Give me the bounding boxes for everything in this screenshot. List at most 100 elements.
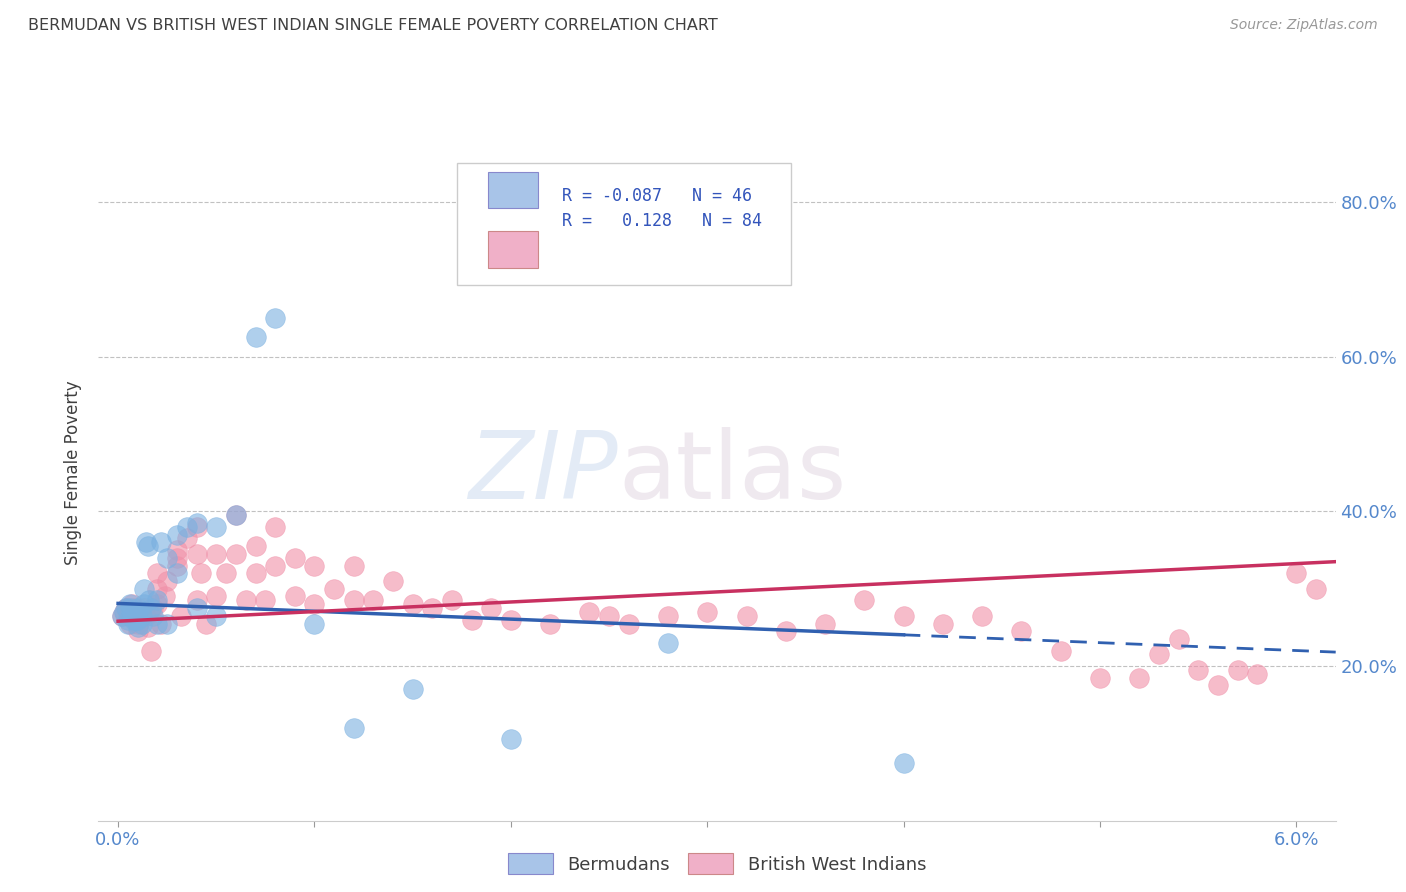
Point	[245, 539, 267, 553]
Point	[135, 608, 157, 623]
Point	[617, 616, 640, 631]
Point	[1011, 624, 1033, 639]
Point	[1128, 671, 1150, 685]
Point	[304, 558, 326, 573]
Point	[245, 330, 267, 344]
Point	[225, 547, 247, 561]
Point	[122, 613, 145, 627]
Text: BERMUDAN VS BRITISH WEST INDIAN SINGLE FEMALE POVERTY CORRELATION CHART: BERMUDAN VS BRITISH WEST INDIAN SINGLE F…	[28, 18, 718, 33]
Point	[131, 608, 153, 623]
Point	[142, 601, 165, 615]
Point	[146, 616, 169, 631]
Point	[205, 590, 228, 604]
Point	[343, 721, 366, 735]
Point	[176, 532, 198, 546]
Point	[363, 593, 385, 607]
Point	[127, 620, 149, 634]
Point	[1167, 632, 1189, 646]
Point	[127, 613, 149, 627]
Point	[112, 605, 135, 619]
Point	[598, 608, 620, 623]
Point	[205, 547, 228, 561]
Point	[132, 601, 155, 615]
Point	[225, 508, 247, 523]
Point	[304, 616, 326, 631]
Point	[1226, 663, 1249, 677]
Point	[186, 547, 208, 561]
Point	[125, 613, 148, 627]
Y-axis label: Single Female Poverty: Single Female Poverty	[65, 381, 83, 565]
Point	[118, 616, 141, 631]
Point	[127, 605, 149, 619]
Point	[264, 558, 287, 573]
Point	[1206, 678, 1229, 692]
Point	[1285, 566, 1308, 581]
Bar	[488, 231, 537, 268]
Text: atlas: atlas	[619, 426, 846, 519]
Point	[166, 566, 188, 581]
Point	[111, 608, 134, 623]
Point	[1088, 671, 1111, 685]
Point	[166, 550, 188, 565]
Point	[117, 608, 139, 623]
Point	[121, 605, 143, 619]
Point	[146, 582, 169, 596]
Point	[538, 616, 561, 631]
Point	[657, 636, 679, 650]
Point	[284, 590, 307, 604]
Point	[117, 613, 139, 627]
Point	[205, 608, 228, 623]
Point	[176, 520, 198, 534]
Point	[420, 601, 443, 615]
Point	[127, 624, 149, 639]
Text: Source: ZipAtlas.com: Source: ZipAtlas.com	[1230, 18, 1378, 32]
Point	[166, 527, 188, 541]
Point	[131, 608, 153, 623]
Point	[1246, 666, 1268, 681]
Point	[150, 616, 173, 631]
Point	[195, 616, 218, 631]
Point	[284, 550, 307, 565]
Point	[343, 558, 366, 573]
Point	[440, 593, 463, 607]
Point	[112, 605, 135, 619]
Point	[304, 597, 326, 611]
Point	[401, 682, 423, 697]
Point	[118, 601, 141, 615]
Text: R =   0.128   N = 84: R = 0.128 N = 84	[562, 212, 762, 230]
Point	[460, 613, 482, 627]
Point	[893, 608, 915, 623]
Point	[117, 616, 139, 631]
Point	[138, 593, 160, 607]
Point	[132, 597, 155, 611]
Point	[245, 566, 267, 581]
Point	[186, 593, 208, 607]
Point	[186, 516, 208, 530]
Point	[578, 605, 600, 619]
Point	[401, 597, 423, 611]
Point	[499, 732, 522, 747]
Point	[153, 590, 176, 604]
Point	[127, 616, 149, 631]
Point	[138, 605, 160, 619]
Point	[225, 508, 247, 523]
Point	[254, 593, 277, 607]
Point	[122, 605, 145, 619]
Point	[235, 593, 257, 607]
Point	[264, 311, 287, 326]
Point	[775, 624, 797, 639]
Text: ZIP: ZIP	[468, 427, 619, 518]
Point	[156, 616, 179, 631]
Point	[1147, 648, 1170, 662]
Point	[146, 566, 169, 581]
Point	[156, 550, 179, 565]
Point	[166, 558, 188, 573]
Point	[190, 566, 212, 581]
Point	[170, 608, 193, 623]
Point	[132, 582, 155, 596]
Text: R = -0.087   N = 46: R = -0.087 N = 46	[562, 187, 752, 205]
Point	[1305, 582, 1327, 596]
Legend: Bermudans, British West Indians: Bermudans, British West Indians	[501, 846, 934, 881]
Point	[382, 574, 405, 588]
FancyBboxPatch shape	[457, 163, 792, 285]
